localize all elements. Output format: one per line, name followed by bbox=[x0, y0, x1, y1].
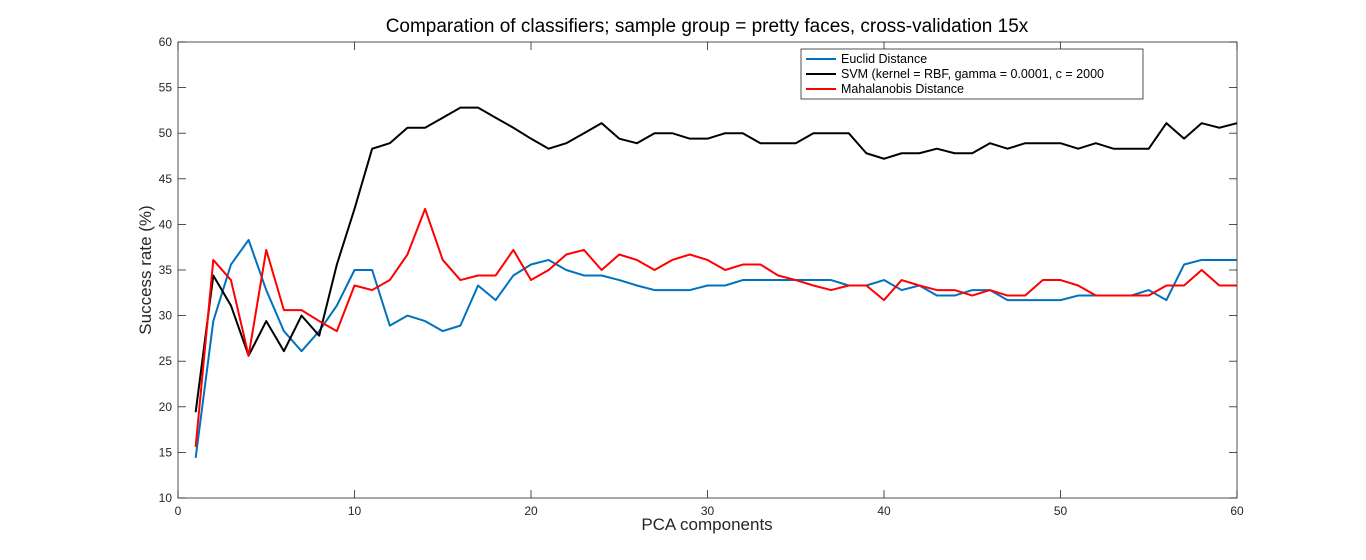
chart-title: Comparation of classifiers; sample group… bbox=[386, 16, 1029, 37]
x-tick-label: 30 bbox=[701, 504, 715, 518]
x-tick-label: 0 bbox=[175, 504, 182, 518]
y-tick-label: 40 bbox=[159, 217, 173, 231]
x-tick-label: 10 bbox=[348, 504, 362, 518]
y-tick-label: 10 bbox=[159, 491, 173, 505]
series-line-svm bbox=[194, 106, 1238, 413]
y-tick-label: 35 bbox=[159, 263, 173, 277]
y-tick-label: 55 bbox=[159, 81, 173, 95]
legend-label-svm: SVM (kernel = RBF, gamma = 0.0001, c = 2… bbox=[841, 67, 1104, 81]
y-tick-label: 20 bbox=[159, 400, 173, 414]
y-tick-label: 25 bbox=[159, 354, 173, 368]
legend-label-euclid: Euclid Distance bbox=[841, 52, 927, 66]
series-line-euclid bbox=[194, 238, 1237, 458]
y-axis-label: Success rate (%) bbox=[136, 205, 155, 334]
x-tick-label: 60 bbox=[1230, 504, 1244, 518]
y-tick-label: 45 bbox=[159, 172, 173, 186]
y-tick-label: 50 bbox=[159, 126, 173, 140]
y-tick-label: 60 bbox=[159, 35, 173, 49]
legend-label-mahalanobis: Mahalanobis Distance bbox=[841, 82, 964, 96]
y-tick-label: 30 bbox=[159, 309, 173, 323]
x-tick-label: 40 bbox=[877, 504, 891, 518]
series-layer bbox=[194, 106, 1238, 458]
x-axis-label: PCA components bbox=[641, 515, 772, 534]
series-line-mahalanobis bbox=[194, 207, 1237, 448]
y-tick-label: 15 bbox=[159, 445, 173, 459]
x-tick-label: 20 bbox=[524, 504, 538, 518]
plot-area bbox=[177, 41, 1238, 499]
x-tick-label: 50 bbox=[1054, 504, 1068, 518]
legend: Euclid Distance SVM (kernel = RBF, gamma… bbox=[800, 48, 1144, 100]
legend-box bbox=[800, 48, 1144, 100]
